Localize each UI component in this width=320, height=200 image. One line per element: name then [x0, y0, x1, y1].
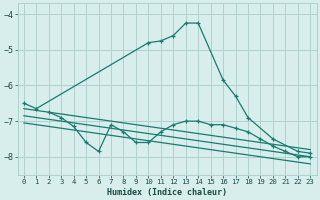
X-axis label: Humidex (Indice chaleur): Humidex (Indice chaleur) — [107, 188, 227, 197]
